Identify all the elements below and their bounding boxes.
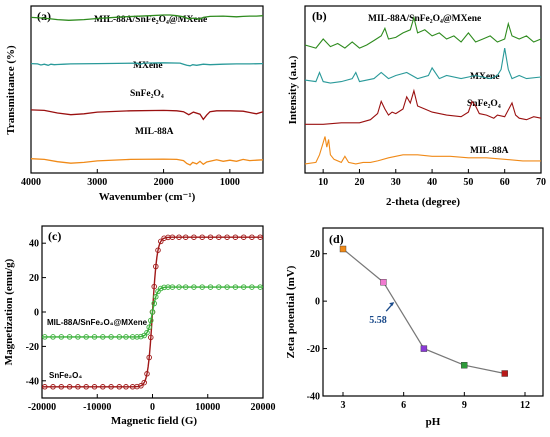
panel-c-ytick-label: 20 <box>29 273 39 284</box>
panel-b-series <box>305 18 541 164</box>
panel-c-ytick-label: -20 <box>26 342 39 353</box>
panel-a-series-label-3: SnFe₂O₄ <box>130 89 164 99</box>
panel-d-ytick-label: -20 <box>307 344 320 355</box>
panel-b-xtick-label: 10 <box>318 177 328 188</box>
panel-d-marker <box>461 362 467 368</box>
panel-d-xtick-label: 9 <box>462 400 467 411</box>
panel-c-series-label-2: SnFe₂O₄ <box>49 371 82 380</box>
panel-c-ytick-label: 40 <box>29 239 39 250</box>
panel-a-xlabel: Wavenumber (cm⁻¹) <box>99 191 196 203</box>
panel-a-series-line <box>31 110 263 120</box>
panel-a-series-line <box>31 159 263 165</box>
panel-d-series-line <box>343 249 505 374</box>
panel-b-series-label-1: MIL-88A/SnFe₂O₄@MXene <box>368 14 481 24</box>
panel-b-xtick-label: 40 <box>427 177 437 188</box>
panel-c-series-line <box>42 287 263 337</box>
panel-a-ticks: 4000 3000 2000 1000 <box>21 169 240 188</box>
panel-d-ytick-label: 20 <box>310 249 320 260</box>
panel-c: (c) MIL-88A/SnFe₂O₄@MXene SnFe₂O₄ Magnet… <box>3 226 276 427</box>
panel-c-ytick-label: -40 <box>26 376 39 387</box>
panel-b-xtick-label: 70 <box>536 177 546 188</box>
panel-b-ylabel: Intensity (a.u.) <box>287 55 299 124</box>
panel-d-ytick-label: 0 <box>315 297 320 308</box>
panel-c-xtick-label: -10000 <box>83 402 111 413</box>
panel-b-ticks: 10 20 30 40 50 60 70 <box>318 169 546 188</box>
panel-a-series-label-1: MIL-88A/SnFe₂O₄@MXene <box>94 15 207 25</box>
panel-b-series-line <box>305 48 541 83</box>
panel-a-xtick-label: 1000 <box>220 177 240 188</box>
panel-d-annotation: 5.58 <box>369 315 387 326</box>
panel-b: (b) MIL-88A/SnFe₂O₄@MXene MXene SnFe₂O₄ … <box>287 6 546 208</box>
panel-a-ylabel: Transmittance (%) <box>5 45 17 135</box>
panel-d-ytick-label: -40 <box>307 392 320 403</box>
panel-b-xtick-label: 20 <box>354 177 364 188</box>
panel-d-label: (d) <box>329 232 344 246</box>
panel-d-xtick-label: 3 <box>341 400 346 411</box>
panel-b-series-label-3: SnFe₂O₄ <box>467 99 501 109</box>
panel-d-ticks: 3 6 9 12 20 0 -20 -40 <box>307 249 530 411</box>
panel-d-ylabel: Zeta potential (mV) <box>285 265 297 358</box>
panel-a-series-label-4: MIL-88A <box>135 127 174 137</box>
panel-c-xtick-label: 20000 <box>251 402 276 413</box>
panel-a-xtick-label: 4000 <box>21 177 41 188</box>
panel-d-xtick-label: 6 <box>401 400 406 411</box>
panel-c-xtick-label: 10000 <box>195 402 220 413</box>
panel-d-marker <box>502 371 508 377</box>
panel-b-series-line <box>305 91 541 125</box>
panel-b-xtick-label: 60 <box>500 177 510 188</box>
panel-d: (d) pH Zeta potential (mV) 3 6 9 12 20 0 -20 -4… <box>285 228 543 428</box>
panel-d-marker <box>340 246 346 252</box>
panel-c-xtick-label: 0 <box>150 402 155 413</box>
panel-a-label: (a) <box>37 9 51 23</box>
panel-c-label: (c) <box>48 229 61 243</box>
panel-d-annotation-arrowhead <box>389 302 394 306</box>
panel-d-marker <box>421 346 427 352</box>
panel-c-series <box>42 235 263 389</box>
panel-b-xtick-label: 30 <box>391 177 401 188</box>
panel-d-series <box>340 246 508 377</box>
panel-c-series-label-1: MIL-88A/SnFe₂O₄@MXene <box>47 318 148 327</box>
panel-a: (a) MIL-88A/SnFe₂O₄@MXene MXene SnFe₂O₄ … <box>5 6 263 203</box>
panel-c-ytick-label: 0 <box>34 308 39 319</box>
panel-b-xtick-label: 50 <box>463 177 473 188</box>
panel-c-xlabel: Magnetic field (G) <box>111 415 197 427</box>
panel-d-frame <box>323 228 543 396</box>
panel-b-series-label-4: MIL-88A <box>470 146 509 156</box>
panel-b-xlabel: 2-theta (degree) <box>386 196 460 208</box>
panel-d-xtick-label: 12 <box>520 400 530 411</box>
panel-a-xtick-label: 2000 <box>154 177 174 188</box>
panel-a-xtick-label: 3000 <box>87 177 107 188</box>
panel-d-xlabel: pH <box>426 416 441 428</box>
panel-d-marker <box>380 279 386 285</box>
panel-c-xtick-label: -20000 <box>28 402 56 413</box>
panel-b-label: (b) <box>312 9 327 23</box>
panel-c-ylabel: Magnetization (emu/g) <box>3 258 15 365</box>
